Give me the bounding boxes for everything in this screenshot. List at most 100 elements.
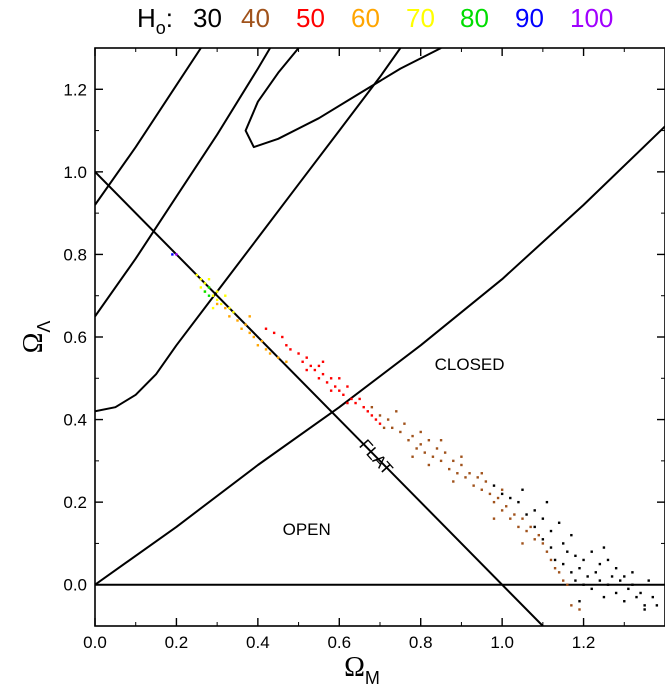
point-h40-59 xyxy=(427,463,431,467)
point-h40-14 xyxy=(439,459,443,463)
point-h60-11 xyxy=(268,352,272,355)
point-h40-26 xyxy=(488,492,492,496)
point-h60-13 xyxy=(285,360,288,363)
point-h40-44 xyxy=(562,579,565,582)
point-h40-28 xyxy=(496,496,500,500)
point-h30-42 xyxy=(606,558,610,562)
age-curve-5 xyxy=(244,48,442,149)
point-h50-23 xyxy=(370,414,374,417)
point-h30-12 xyxy=(553,558,557,562)
point-h80-2 xyxy=(207,294,211,297)
point-h60-10 xyxy=(264,348,268,351)
point-h50-21 xyxy=(362,405,365,409)
point-h70-1 xyxy=(199,278,203,281)
point-h70-8 xyxy=(207,278,211,281)
point-h40-21 xyxy=(468,472,471,475)
point-h80-1 xyxy=(207,286,211,289)
point-h40-15 xyxy=(443,451,447,454)
point-h60-8 xyxy=(256,344,260,347)
point-h50-0 xyxy=(264,327,268,330)
point-h50-25 xyxy=(378,422,382,425)
point-h50-9 xyxy=(313,368,317,372)
x-tick-label: 0.2 xyxy=(165,633,189,652)
legend-entry-60: 60 xyxy=(351,3,380,33)
age-curves xyxy=(95,48,665,586)
point-h40-43 xyxy=(557,571,561,574)
y-tick-label: 0.6 xyxy=(63,328,87,347)
x-tick-label: 1.0 xyxy=(490,633,514,652)
point-h50-2 xyxy=(281,335,284,339)
point-h30-25 xyxy=(598,579,602,582)
point-h40-4 xyxy=(399,430,402,434)
point-h60-3 xyxy=(236,319,239,322)
x-tick-label: 0.8 xyxy=(409,633,433,652)
point-h50-12 xyxy=(325,381,329,384)
axis-titles: ΩM ΩΛ xyxy=(18,321,380,688)
x-axis-title: ΩM xyxy=(344,652,380,688)
legend: Ho: 30 40 50 60 70 80 90 100 xyxy=(137,3,613,38)
point-h50-6 xyxy=(301,360,304,363)
point-h40-3 xyxy=(391,426,394,430)
point-h60-14 xyxy=(248,315,251,318)
point-h50-11 xyxy=(321,372,325,376)
point-h40-39 xyxy=(541,542,545,545)
point-h40-9 xyxy=(419,443,422,446)
point-h30-27 xyxy=(606,583,610,586)
point-h30-7 xyxy=(533,525,536,529)
point-h50-14 xyxy=(334,385,337,388)
point-h40-40 xyxy=(545,550,549,553)
x-tick-label: 0.4 xyxy=(246,633,270,652)
point-h30-50 xyxy=(602,546,606,549)
legend-entry-30: 30 xyxy=(193,3,222,33)
point-h50-26 xyxy=(317,377,321,380)
y-tick-label: 1.2 xyxy=(63,80,87,99)
point-h40-34 xyxy=(521,517,524,520)
point-h30-48 xyxy=(631,571,634,574)
point-h60-7 xyxy=(252,335,255,339)
point-h30-49 xyxy=(578,600,581,603)
point-h60-12 xyxy=(277,356,280,359)
point-h30-38 xyxy=(651,595,654,599)
point-h50-19 xyxy=(354,401,357,405)
y-axis: 0.0 0.2 0.4 0.6 0.8 1.0 1.2 xyxy=(63,47,665,627)
point-h40-54 xyxy=(411,455,414,458)
point-h30-30 xyxy=(619,579,622,582)
point-h40-13 xyxy=(435,447,439,450)
point-h50-24 xyxy=(374,418,378,421)
point-h70-13 xyxy=(228,306,231,310)
x-tick-label: 1.2 xyxy=(572,633,596,652)
point-h40-16 xyxy=(448,467,451,471)
data-points xyxy=(171,253,659,611)
point-h50-29 xyxy=(346,401,349,405)
reference-lines xyxy=(95,171,665,626)
point-h40-49 xyxy=(419,430,422,434)
y-tick-label: 1.0 xyxy=(63,163,87,182)
y-tick-label: 0.4 xyxy=(63,411,87,430)
x-tick-label: 0.0 xyxy=(83,633,107,652)
point-h40-48 xyxy=(395,410,398,413)
point-h30-23 xyxy=(590,587,593,591)
y-axis-title: ΩΛ xyxy=(18,321,54,354)
point-h40-52 xyxy=(480,472,483,475)
y-tick-label: 0.0 xyxy=(63,576,87,595)
point-h70-6 xyxy=(215,298,219,302)
point-h30-36 xyxy=(643,604,646,607)
point-h50-4 xyxy=(289,348,292,351)
legend-entry-80: 80 xyxy=(460,3,489,33)
point-h40-45 xyxy=(566,583,569,586)
point-h30-37 xyxy=(647,579,650,582)
point-h40-38 xyxy=(537,533,540,537)
point-h30-39 xyxy=(655,604,659,607)
point-h30-11 xyxy=(549,546,553,549)
point-h30-47 xyxy=(623,575,626,578)
point-h50-5 xyxy=(297,352,300,355)
point-h40-11 xyxy=(427,439,431,442)
point-h50-28 xyxy=(338,377,341,380)
point-h60-1 xyxy=(224,306,227,310)
point-h30-44 xyxy=(557,521,561,524)
point-h50-1 xyxy=(272,331,276,335)
point-h60-0 xyxy=(215,302,219,306)
label-closed: CLOSED xyxy=(435,355,505,374)
